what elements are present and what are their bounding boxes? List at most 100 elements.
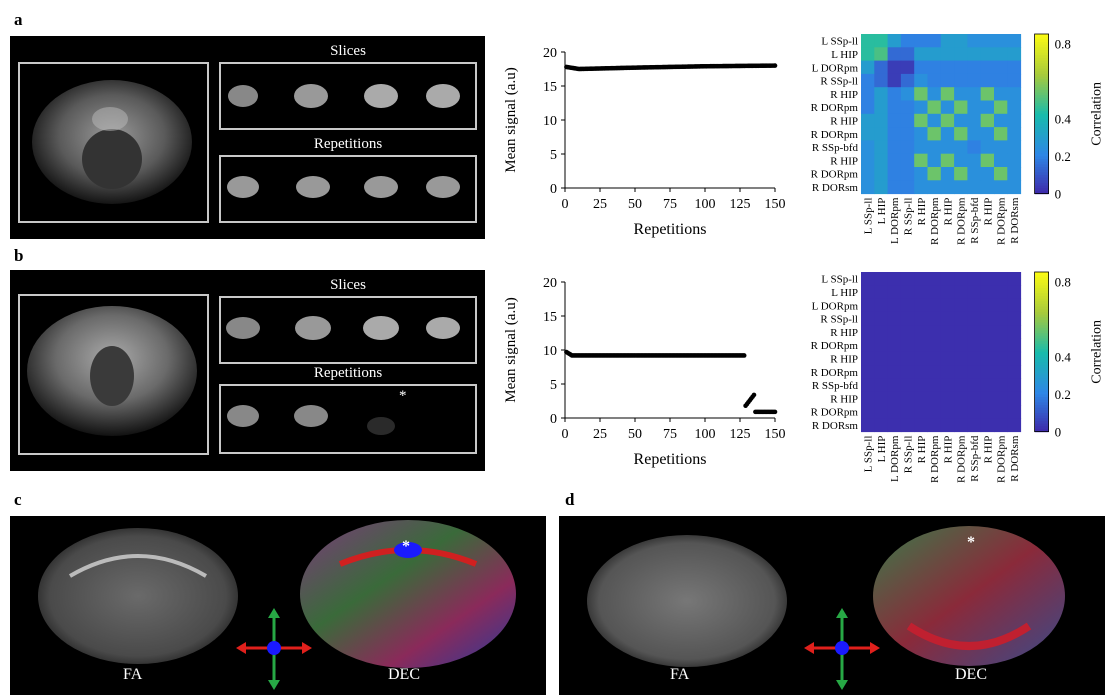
row-label: L DORpm	[812, 62, 859, 74]
column-label: R HIP	[982, 198, 994, 226]
heatmap-cell	[1007, 127, 1022, 141]
colorbar-segment	[1034, 399, 1049, 403]
colorbar-segment	[1034, 84, 1049, 88]
heatmap-cell	[914, 338, 928, 353]
heatmap-cell	[874, 73, 889, 88]
heatmap-cell	[900, 47, 915, 62]
colorbar-segment	[1034, 87, 1049, 91]
colorbar-segment	[1034, 405, 1049, 409]
heatmap-cell	[861, 60, 875, 75]
heatmap-cell	[914, 100, 928, 115]
heatmap-cell	[954, 127, 968, 141]
heatmap-cell	[994, 34, 1008, 48]
x-tick-label: 75	[663, 197, 677, 212]
heatmap-cell	[887, 113, 902, 128]
colorbar-segment	[1034, 397, 1049, 401]
heatmap-cell	[887, 418, 902, 433]
heatmap-cell	[1007, 311, 1022, 326]
colorbar-segment	[1034, 341, 1049, 345]
artifact-asterisk: *	[399, 388, 407, 404]
heatmap-cell	[887, 391, 902, 406]
heatmap-cell	[927, 87, 942, 101]
heatmap-cell	[900, 418, 915, 433]
colorbar-segment	[1034, 137, 1049, 141]
row-label: R HIP	[830, 115, 858, 127]
fa-label: FA	[123, 666, 143, 683]
colorbar-segment	[1034, 151, 1049, 155]
x-tick-label: 100	[695, 197, 716, 212]
colorbar-segment	[1034, 282, 1049, 286]
heatmap-cell	[914, 60, 928, 75]
heatmap-cell	[980, 153, 995, 168]
colorbar-segment	[1034, 169, 1049, 173]
heatmap-cell	[954, 153, 968, 168]
column-label: R DORpm	[956, 435, 968, 483]
heatmap-cell	[927, 100, 942, 115]
heatmap-cell	[900, 365, 915, 379]
heatmap-cell	[874, 167, 889, 181]
dti-panel-d: * FA DEC	[559, 516, 1105, 695]
colorbar-segment	[1034, 100, 1049, 104]
heatmap-cell	[967, 325, 982, 339]
heatmap-cell	[887, 338, 902, 353]
heatmap-cell	[900, 153, 915, 168]
heatmap-cell	[914, 418, 928, 433]
heatmap-cell	[940, 272, 955, 286]
heatmap-cell	[967, 87, 982, 101]
heatmap-cell	[887, 127, 902, 141]
y-tick-label: 15	[543, 310, 557, 325]
heatmap-cell	[980, 180, 995, 195]
heatmap-cell	[927, 405, 942, 419]
heatmap-cell	[874, 272, 889, 286]
heatmap-cell	[940, 351, 955, 366]
colorbar-segment	[1034, 55, 1049, 59]
x-tick-label: 0	[562, 197, 569, 212]
heatmap-cell	[1007, 47, 1022, 62]
colorbar-segment	[1034, 381, 1049, 385]
heatmap-cell	[967, 127, 982, 141]
y-tick-label: 10	[543, 344, 557, 359]
heatmap-cell	[940, 140, 955, 155]
colorbar-segment	[1034, 412, 1049, 417]
heatmap-cell	[967, 113, 982, 128]
row-label: R HIP	[830, 155, 858, 167]
colorbar-segment	[1034, 41, 1049, 46]
heatmap-cell	[914, 73, 928, 88]
heatmap-cell	[954, 378, 968, 393]
heatmap-cell	[954, 73, 968, 88]
row-label: R SSp-bfd	[812, 380, 859, 392]
colorbar-segment	[1034, 89, 1049, 94]
x-tick-label: 125	[730, 427, 751, 442]
colorbar-segment	[1034, 415, 1049, 419]
panel-letter-c: c	[14, 490, 22, 509]
row-label: R HIP	[830, 327, 858, 339]
heatmap-cell	[1007, 87, 1022, 101]
slice-thumbnails	[228, 84, 460, 108]
heatmap-cell	[994, 100, 1008, 115]
colorbar-segment	[1034, 391, 1049, 395]
colorbar-segment	[1034, 370, 1049, 374]
dti-images	[38, 520, 516, 668]
x-tick-label: 50	[628, 427, 642, 442]
x-axis-label: Repetitions	[634, 451, 707, 468]
colorbar-segment	[1034, 426, 1049, 430]
heatmap-cell	[967, 391, 982, 406]
heatmap-cell	[994, 391, 1008, 406]
heatmap-cell	[900, 378, 915, 393]
heatmap-cell	[1007, 34, 1022, 48]
colorbar-segment	[1034, 135, 1049, 139]
column-label: L DORpm	[889, 435, 901, 482]
heatmap-cell	[874, 87, 889, 101]
data-point	[751, 392, 757, 398]
heatmap-cell	[900, 338, 915, 353]
heatmap-cell	[914, 113, 928, 128]
slice-thumbnails	[226, 316, 460, 340]
heatmap-cell	[914, 140, 928, 155]
heatmap-cell	[967, 418, 982, 433]
heatmap-cell	[887, 100, 902, 115]
heatmap-cell	[861, 272, 875, 286]
heatmap-cell	[994, 47, 1008, 62]
heatmap-cell	[861, 113, 875, 128]
repetitions-frame: Repetitions	[219, 136, 477, 223]
colorbar-segment	[1034, 68, 1049, 72]
